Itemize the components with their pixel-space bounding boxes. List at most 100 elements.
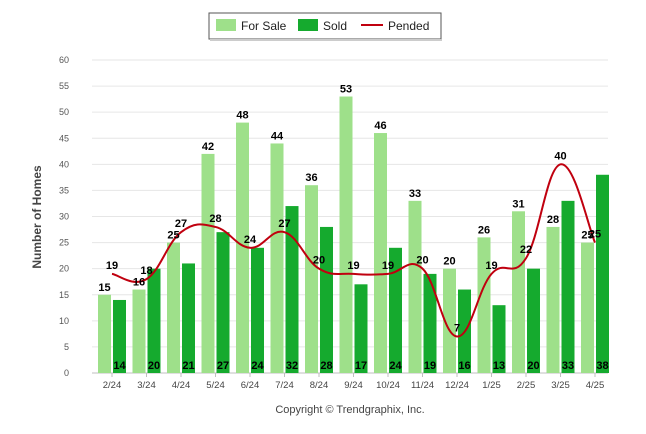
y-tick-label: 35 (59, 185, 69, 195)
copyright-text: Copyright © Trendgraphix, Inc. (275, 404, 424, 416)
for-sale-value-label: 20 (443, 256, 455, 268)
for-sale-bar (98, 294, 111, 373)
for-sale-value-label: 44 (271, 130, 284, 142)
legend-label-for-sale: For Sale (241, 19, 287, 33)
for-sale-bar (477, 237, 491, 373)
x-tick-label: 4/25 (586, 380, 605, 391)
sold-bar (251, 247, 264, 373)
for-sale-value-label: 16 (133, 277, 145, 289)
legend-swatch-sold (298, 19, 318, 31)
pended-value-label: 22 (520, 244, 532, 256)
x-axis-ticks: 2/24 3/24 4/24 5/24 6/24 7/24 8/24 9/24 10/24 11/… (103, 373, 605, 391)
for-sale-bar (512, 211, 525, 373)
sold-bar (527, 268, 540, 373)
y-tick-label: 25 (59, 238, 69, 248)
x-tick-label: 4/24 (172, 380, 191, 391)
y-tick-label: 45 (59, 133, 69, 143)
sold-value-label: 28 (320, 360, 332, 372)
for-sale-value-label: 42 (202, 141, 214, 153)
x-tick-label: 5/24 (206, 380, 225, 391)
for-sale-bar (443, 268, 456, 373)
sold-value-label: 21 (182, 360, 194, 372)
for-sale-bar (374, 133, 387, 373)
sold-value-label: 33 (562, 360, 574, 372)
for-sale-value-label: 15 (98, 282, 110, 294)
x-tick-label: 2/24 (103, 380, 122, 391)
for-sale-bar (581, 242, 594, 373)
for-sale-value-label: 28 (547, 214, 559, 226)
sold-bar (182, 263, 195, 373)
for-sale-bar (132, 289, 146, 373)
sold-bar (285, 206, 299, 373)
x-tick-label: 10/24 (376, 380, 400, 391)
sold-bar (423, 273, 437, 373)
sold-value-label: 16 (458, 360, 470, 372)
sold-value-label: 38 (596, 360, 608, 372)
for-sale-value-label: 48 (236, 110, 248, 122)
pended-value-label: 19 (382, 260, 394, 272)
x-tick-label: 3/24 (137, 380, 156, 391)
pended-value-label: 25 (589, 229, 601, 241)
x-tick-label: 2/25 (517, 380, 536, 391)
x-tick-label: 6/24 (241, 380, 260, 391)
sold-value-label: 32 (286, 360, 298, 372)
sold-value-label: 14 (113, 360, 126, 372)
for-sale-bar (546, 226, 560, 373)
for-sale-value-label: 36 (305, 172, 317, 184)
sold-value-label: 20 (527, 360, 539, 372)
pended-value-label: 20 (313, 255, 325, 267)
pended-value-label: 40 (554, 150, 566, 162)
sold-bar (147, 268, 161, 373)
legend-box (208, 12, 442, 40)
x-tick-label: 1/25 (482, 380, 501, 391)
sold-value-label: 17 (355, 360, 367, 372)
bars (98, 96, 609, 374)
data-labels: 15 14 16 20 25 21 42 27 48 24 44 32 36 28 53 17 46 24 33 19… (98, 84, 608, 372)
pended-line (111, 163, 596, 338)
sold-bar (113, 299, 126, 373)
for-sale-value-label: 25 (167, 230, 179, 242)
for-sale-value-label: 25 (581, 230, 593, 242)
pended-line-path (111, 163, 596, 338)
y-tick-label: 5 (64, 342, 69, 352)
pended-value-label: 19 (106, 260, 118, 272)
for-sale-bar (339, 96, 353, 374)
y-tick-label: 20 (59, 264, 69, 274)
for-sale-bar (201, 153, 215, 373)
for-sale-bar (408, 200, 422, 373)
sold-bar (492, 305, 506, 373)
pended-value-label: 24 (244, 234, 257, 246)
y-tick-label: 30 (59, 212, 69, 222)
sold-bar (389, 247, 402, 373)
y-tick-label: 50 (59, 107, 69, 117)
for-sale-value-label: 31 (512, 198, 524, 210)
y-tick-label: 0 (64, 368, 69, 378)
y-axis-label: Number of Homes (30, 165, 44, 269)
sold-bar (561, 200, 575, 373)
for-sale-value-label: 33 (409, 188, 421, 200)
sold-value-label: 19 (424, 360, 436, 372)
for-sale-value-label: 46 (374, 120, 386, 132)
y-tick-label: 60 (59, 55, 69, 65)
sold-value-label: 24 (389, 360, 402, 372)
x-tick-label: 3/25 (551, 380, 570, 391)
legend-swatch-for-sale (216, 19, 236, 31)
y-tick-label: 40 (59, 159, 69, 169)
sold-bar (320, 226, 333, 373)
for-sale-value-label: 53 (340, 84, 352, 96)
x-tick-label: 9/24 (344, 380, 363, 391)
for-sale-bar (270, 143, 284, 373)
pended-value-label: 19 (485, 260, 497, 272)
x-tick-label: 7/24 (275, 380, 294, 391)
for-sale-bar (236, 122, 249, 373)
for-sale-value-label: 26 (478, 224, 490, 236)
for-sale-bar (167, 242, 180, 373)
sold-bar (216, 232, 230, 373)
sold-bar (354, 284, 368, 373)
x-tick-label: 11/24 (411, 380, 434, 391)
pended-value-label: 20 (416, 255, 428, 267)
sold-value-label: 20 (148, 360, 160, 372)
for-sale-bar (305, 185, 318, 373)
y-tick-label: 15 (59, 290, 69, 300)
